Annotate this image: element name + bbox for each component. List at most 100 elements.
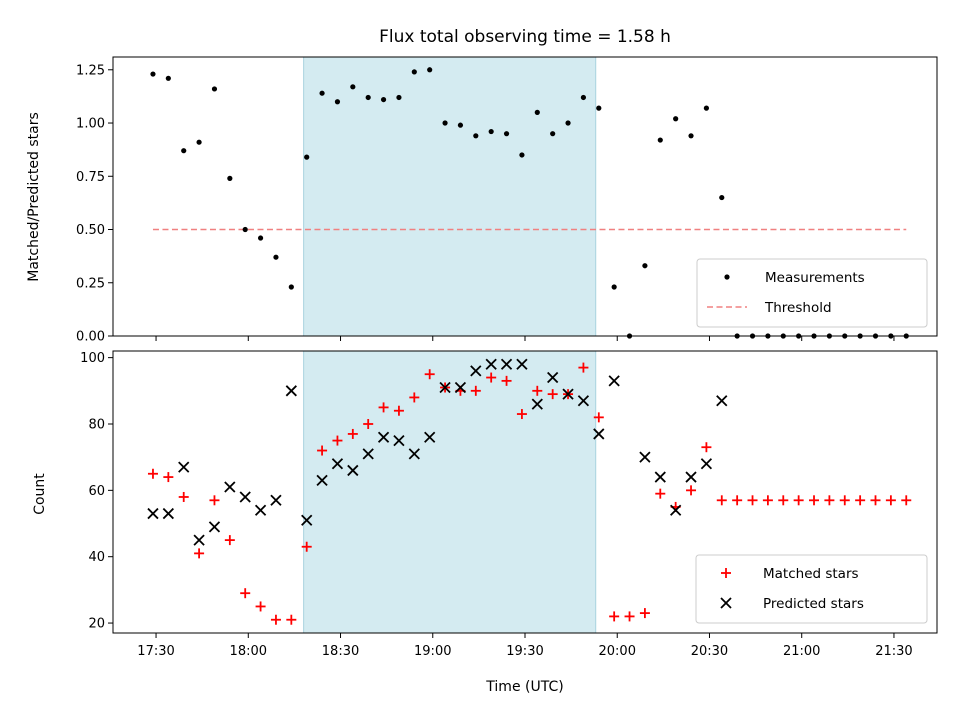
cross-stroke <box>670 504 682 516</box>
matched-star-point <box>793 495 804 506</box>
matched-star-point <box>609 611 620 622</box>
measurement-point <box>580 94 587 101</box>
cross-stroke <box>377 431 390 443</box>
matched-star-point <box>578 362 589 373</box>
legend-label-predicted: Predicted stars <box>763 596 864 612</box>
predicted-star-point <box>178 461 190 473</box>
matched-star-point <box>332 435 343 446</box>
cross-stroke <box>208 521 221 533</box>
measurement-point <box>334 99 341 105</box>
cross-stroke <box>593 428 605 440</box>
predicted-star-point <box>500 358 513 370</box>
bottom-ytick-label: 100 <box>80 351 105 366</box>
matched-star-point <box>255 601 266 612</box>
matched-star-point <box>778 495 789 506</box>
cross-stroke <box>562 388 574 400</box>
cross-stroke <box>224 481 236 493</box>
cross-stroke <box>239 491 251 503</box>
cross-stroke <box>178 461 190 473</box>
cross-stroke <box>331 458 344 470</box>
legend-marker-predicted <box>720 597 732 609</box>
predicted-star-point <box>470 365 482 377</box>
cross-stroke <box>362 448 374 460</box>
bottom-panel: 20 40 60 80 100 17:30 18:00 18:30 19:00 19:30 20:0… <box>80 350 938 659</box>
predicted-star-point <box>147 507 159 520</box>
predicted-star-point <box>700 458 713 470</box>
measurement-point <box>488 128 494 135</box>
top-ytick-label: 0.00 <box>76 330 105 345</box>
cross-stroke <box>547 371 559 384</box>
chart-title: Flux total observing time = 1.58 h <box>379 27 671 47</box>
legend-box <box>695 554 928 624</box>
xtick-label: 20:30 <box>691 644 728 659</box>
matched-star-point <box>716 495 727 506</box>
measurement-point <box>350 84 356 90</box>
cross-stroke <box>500 358 513 370</box>
cross-stroke <box>485 358 497 370</box>
bottom-legend: Matched stars Predicted stars <box>695 554 928 624</box>
top-ytick-label: 1.00 <box>76 117 105 132</box>
bottom-ytick-label: 40 <box>88 550 105 565</box>
legend-marker-measurements <box>724 274 730 280</box>
predicted-star-point <box>608 375 620 387</box>
measurement-point <box>427 67 433 73</box>
measurement-point <box>519 152 525 158</box>
measurement-point <box>165 75 171 81</box>
matched-star-point <box>885 495 896 506</box>
bottom-ytick-label: 60 <box>88 484 105 499</box>
predicted-star-point <box>670 504 682 516</box>
matched-star-point <box>686 485 697 496</box>
xtick-label: 21:00 <box>783 644 820 659</box>
matched-star-point <box>270 614 281 625</box>
top-ylabel: Matched/Predicted stars <box>26 112 42 282</box>
legend-label-matched: Matched stars <box>763 566 859 582</box>
cross-stroke <box>285 385 297 397</box>
matched-star-point <box>209 495 220 506</box>
matched-star-point <box>163 472 174 483</box>
measurement-point <box>227 175 233 181</box>
cross-stroke <box>531 398 543 410</box>
highlight-span <box>303 56 597 337</box>
matched-star-point <box>809 495 820 506</box>
cross-stroke <box>424 431 436 443</box>
cross-stroke <box>316 474 328 487</box>
matched-star-point <box>224 535 235 546</box>
matched-star-point <box>470 385 481 396</box>
cross-stroke <box>608 375 620 387</box>
cross-stroke <box>193 534 205 546</box>
measurement-point <box>442 120 448 126</box>
xtick-label: 17:30 <box>137 644 174 659</box>
matched-star-point <box>547 389 558 400</box>
matched-star-point <box>301 541 312 552</box>
measurement-point <box>719 194 725 201</box>
measurement-point <box>673 116 679 122</box>
matched-star-point <box>532 385 543 396</box>
predicted-star-point <box>424 431 436 443</box>
cross-stroke <box>639 451 651 463</box>
predicted-star-point <box>547 371 559 384</box>
cross-stroke <box>577 395 590 407</box>
cross-stroke <box>685 471 697 483</box>
predicted-star-point <box>193 534 205 546</box>
cross-stroke <box>301 514 313 526</box>
measurement-point <box>380 96 387 103</box>
measurement-point <box>565 120 571 126</box>
xtick-label: 21:30 <box>875 644 912 659</box>
measurement-point <box>457 122 464 128</box>
measurement-point <box>196 139 202 145</box>
matched-star-point <box>593 412 604 423</box>
measurement-point <box>242 226 248 233</box>
matched-star-point <box>901 495 912 506</box>
cross-stroke <box>254 504 267 516</box>
matched-star-point <box>824 495 835 506</box>
legend-marker-matched <box>721 568 731 578</box>
predicted-star-point <box>347 464 359 477</box>
measurement-point <box>273 254 279 260</box>
top-ytick-label: 0.50 <box>76 223 105 238</box>
matched-star-point <box>701 442 712 453</box>
xtick-label: 19:00 <box>414 644 451 659</box>
matched-star-point <box>501 375 512 386</box>
measurement-point <box>304 154 310 160</box>
predicted-star-point <box>393 434 405 447</box>
